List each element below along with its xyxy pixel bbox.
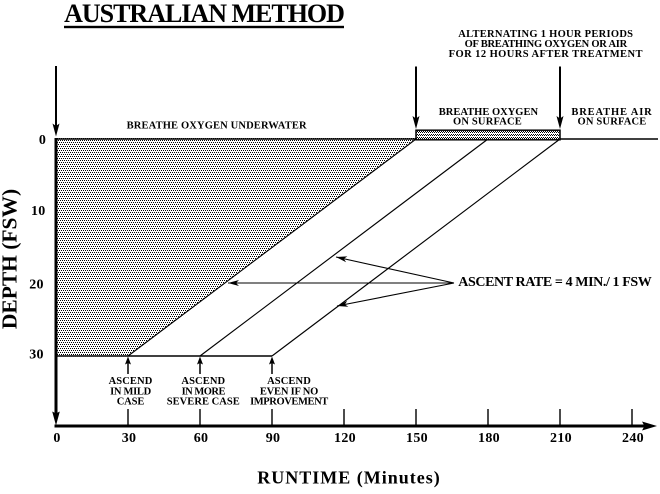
svg-text:30: 30 [29, 347, 44, 362]
svg-text:BREATHE OXYGEN UNDERWATER: BREATHE OXYGEN UNDERWATER [127, 121, 307, 132]
svg-text:60: 60 [194, 431, 209, 446]
svg-text:ASCEND: ASCEND [181, 376, 225, 387]
svg-text:0: 0 [39, 133, 46, 148]
svg-text:DEPTH (FSW): DEPTH (FSW) [0, 189, 22, 329]
svg-text:10: 10 [31, 204, 46, 219]
svg-text:210: 210 [550, 431, 572, 446]
svg-text:IN MILD: IN MILD [110, 386, 151, 397]
svg-text:30: 30 [122, 431, 137, 446]
svg-text:CASE: CASE [117, 397, 145, 408]
svg-text:180: 180 [478, 431, 500, 446]
svg-text:OF BREATHING OXYGEN OR AIR: OF BREATHING OXYGEN OR AIR [465, 39, 628, 50]
svg-text:120: 120 [334, 431, 356, 446]
svg-text:FOR 12 HOURS AFTER TREATMENT: FOR 12 HOURS AFTER TREATMENT [449, 49, 643, 60]
svg-text:ASCENT RATE = 4 MIN./ 1 FSW: ASCENT RATE = 4 MIN./ 1 FSW [458, 275, 651, 290]
svg-text:ALTERNATING 1 HOUR PERIODS: ALTERNATING 1 HOUR PERIODS [458, 29, 633, 40]
svg-text:20: 20 [29, 277, 44, 292]
svg-text:ON SURFACE: ON SURFACE [578, 117, 647, 128]
svg-text:ASCEND: ASCEND [267, 376, 311, 387]
svg-text:RUNTIME (Minutes): RUNTIME (Minutes) [257, 468, 441, 489]
svg-text:ON SURFACE: ON SURFACE [453, 117, 522, 128]
svg-text:IMPROVEMENT: IMPROVEMENT [250, 397, 328, 408]
svg-text:BREATHE OXYGEN: BREATHE OXYGEN [439, 107, 539, 118]
svg-text:BREATHE AIR: BREATHE AIR [571, 107, 652, 118]
svg-text:0: 0 [53, 431, 60, 446]
svg-text:240: 240 [622, 431, 644, 446]
svg-text:IN MORE: IN MORE [182, 386, 226, 397]
svg-text:ASCEND: ASCEND [109, 376, 153, 387]
svg-text:AUSTRALIAN METHOD: AUSTRALIAN METHOD [64, 0, 344, 28]
svg-text:SEVERE CASE: SEVERE CASE [167, 397, 240, 408]
svg-text:150: 150 [406, 431, 428, 446]
svg-text:90: 90 [266, 431, 281, 446]
svg-text:EVEN IF NO: EVEN IF NO [260, 386, 318, 397]
